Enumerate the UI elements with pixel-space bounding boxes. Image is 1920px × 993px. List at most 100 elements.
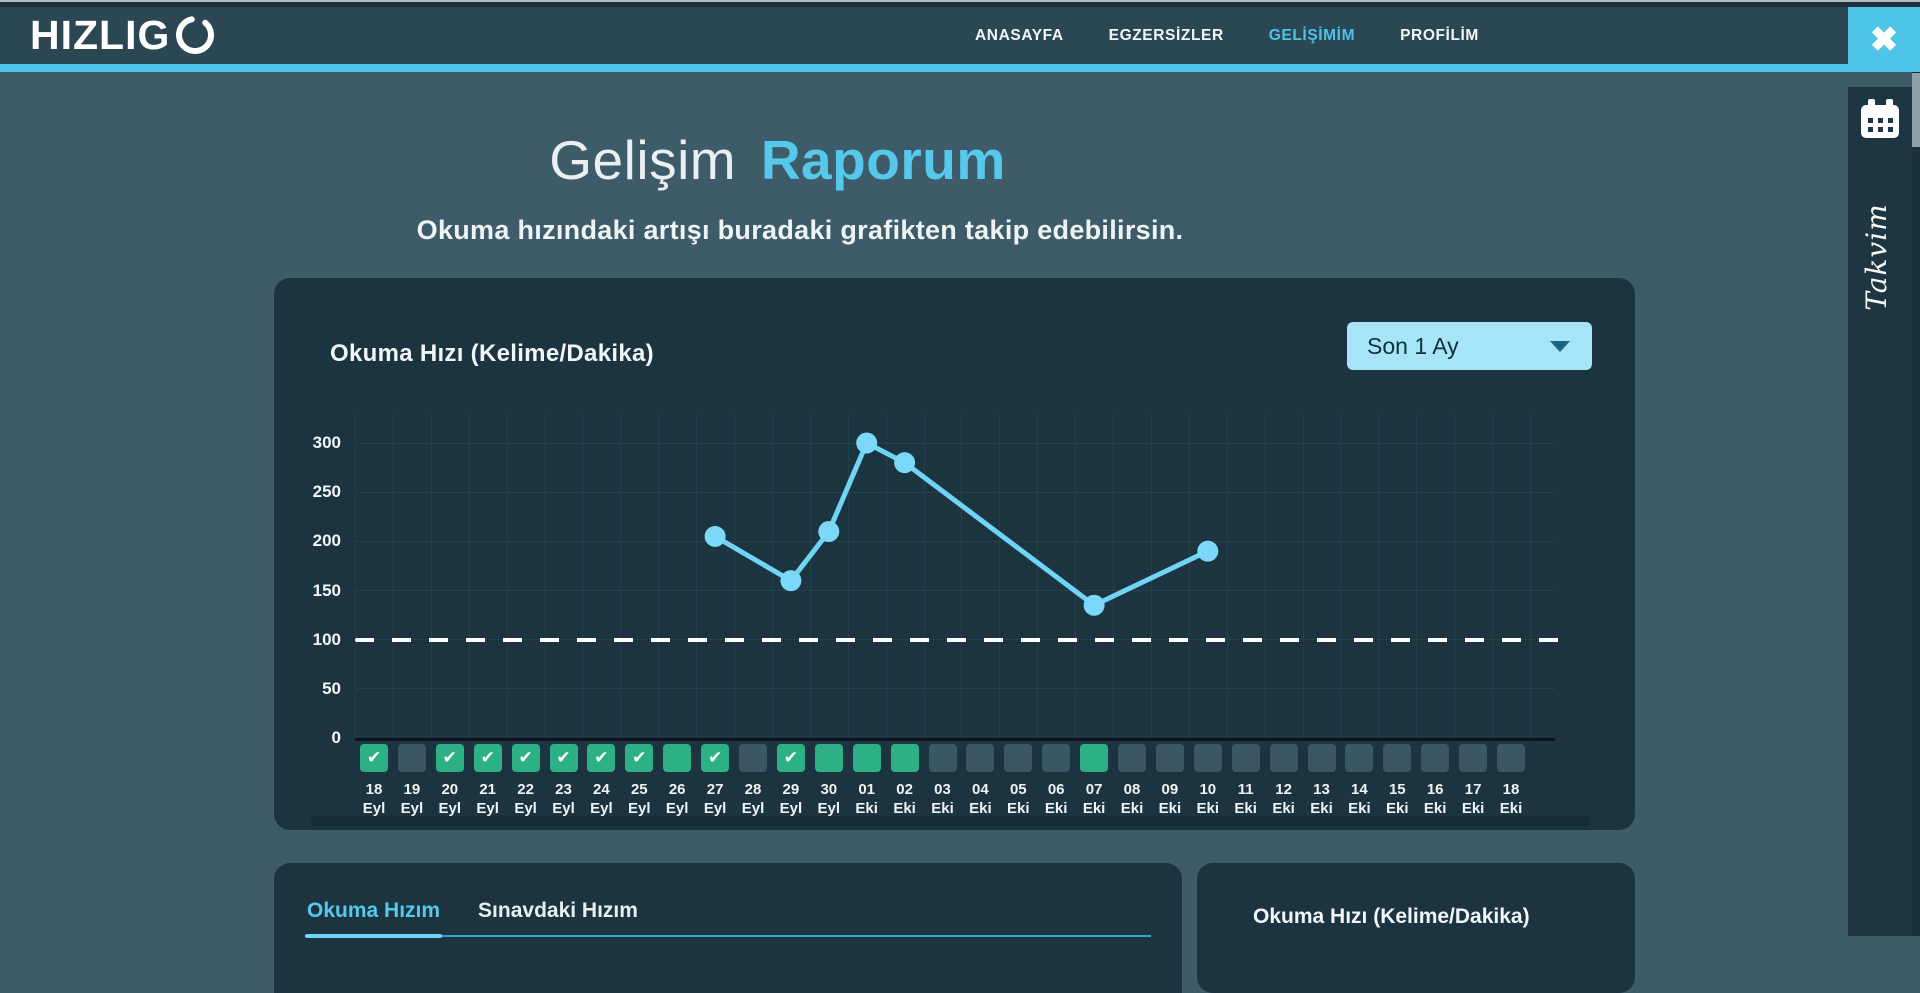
x-axis-label: 17 Eki bbox=[1461, 781, 1485, 817]
gridline-vertical bbox=[1113, 414, 1114, 738]
day-marker-17-eki bbox=[1459, 744, 1488, 772]
chart-title: Okuma Hızı (Kelime/Dakika) bbox=[330, 340, 654, 367]
nav-item-profi̇li̇m[interactable]: PROFİLİM bbox=[1400, 26, 1479, 44]
x-axis-label: 05 Eki bbox=[1007, 781, 1030, 817]
logo[interactable]: HIZLIG bbox=[30, 13, 217, 57]
chart-horizontal-scrollbar[interactable] bbox=[310, 816, 1590, 826]
page-scrollbar-thumb[interactable] bbox=[1912, 73, 1920, 147]
gridline-horizontal bbox=[355, 491, 1555, 493]
window-top-edge bbox=[0, 0, 1920, 2]
day-marker-02-eki bbox=[890, 744, 919, 772]
y-axis-tick: 250 bbox=[312, 482, 341, 502]
page-title-light: Gelişim bbox=[549, 129, 737, 191]
calendar-icon bbox=[1861, 99, 1899, 138]
day-marker-30-eyl bbox=[814, 744, 843, 772]
calendar-sidebar[interactable]: Takvim bbox=[1848, 87, 1912, 936]
day-marker-09-eki bbox=[1155, 744, 1184, 772]
x-axis-label: 02 Eki bbox=[893, 781, 916, 817]
gridline-vertical bbox=[961, 414, 963, 738]
x-axis-label: 01 Eki bbox=[855, 781, 878, 817]
day-marker-20-eyl: ✔ bbox=[435, 744, 464, 772]
x-axis-label: 04 Eki bbox=[969, 781, 992, 817]
gridline-vertical bbox=[582, 414, 584, 738]
y-axis-tick: 300 bbox=[312, 433, 341, 452]
gridline-vertical bbox=[430, 414, 432, 738]
day-marker-10-eki bbox=[1193, 744, 1222, 772]
day-marker-15-eki bbox=[1383, 744, 1412, 772]
x-axis-label: 07 Eki bbox=[1082, 781, 1106, 817]
day-marker-14-eki bbox=[1345, 744, 1374, 772]
day-marker-06-eki bbox=[1042, 744, 1071, 772]
day-marker-21-eyl: ✔ bbox=[473, 744, 502, 772]
speed-tabs-card: Okuma Hızım Sınavdaki Hızım bbox=[274, 863, 1182, 993]
gridline-vertical bbox=[1340, 414, 1342, 738]
x-axis-label: 15 Eki bbox=[1386, 781, 1409, 817]
x-axis-label: 21 Eyl bbox=[476, 781, 499, 817]
day-marker-22-eyl: ✔ bbox=[511, 744, 540, 772]
x-axis-label: 26 Eyl bbox=[665, 781, 689, 817]
gridline-vertical bbox=[506, 414, 508, 738]
tab-sinavdaki-hizim[interactable]: Sınavdaki Hızım bbox=[478, 899, 638, 922]
data-point bbox=[1083, 594, 1105, 616]
data-point bbox=[780, 570, 802, 592]
y-axis-tick: 150 bbox=[312, 580, 341, 600]
day-marker-18-eki bbox=[1497, 744, 1525, 772]
day-marker-18-eyl: ✔ bbox=[360, 744, 388, 772]
window-top-border bbox=[0, 2, 1920, 7]
day-marker-08-eki bbox=[1118, 744, 1146, 772]
calendar-sidebar-label: Takvim bbox=[1860, 203, 1893, 311]
day-marker-11-eki bbox=[1231, 744, 1260, 772]
day-marker-07-eki bbox=[1080, 744, 1109, 772]
tab-okuma-hizim[interactable]: Okuma Hızım bbox=[305, 899, 443, 938]
gridline-vertical bbox=[885, 414, 887, 738]
data-point bbox=[704, 525, 726, 547]
x-axis-label: 22 Eyl bbox=[514, 781, 537, 817]
chevron-down-icon bbox=[1550, 341, 1570, 352]
day-marker-25-eyl: ✔ bbox=[625, 744, 654, 772]
x-axis-label: 03 Eki bbox=[931, 781, 954, 817]
day-marker-26-eyl bbox=[663, 744, 692, 772]
range-select[interactable]: Son 1 Ay bbox=[1347, 322, 1592, 370]
gridline-horizontal bbox=[355, 688, 1555, 690]
y-axis-tick: 100 bbox=[312, 629, 341, 649]
x-axis-label: 13 Eki bbox=[1310, 781, 1333, 817]
day-marker-01-eki bbox=[852, 744, 881, 772]
y-axis-tick: 0 bbox=[331, 728, 341, 747]
gridline-vertical bbox=[999, 414, 1001, 738]
gridline-vertical bbox=[1302, 414, 1304, 738]
gridline-vertical bbox=[1037, 414, 1039, 738]
nav-item-geli̇şi̇mi̇m[interactable]: GELİŞİMİM bbox=[1268, 26, 1356, 44]
gridline-vertical bbox=[809, 414, 811, 738]
line-series bbox=[704, 432, 1219, 616]
day-marker-05-eki bbox=[1004, 744, 1033, 772]
x-axis-label: 30 Eyl bbox=[817, 781, 841, 817]
gridline-vertical bbox=[468, 414, 470, 738]
gridline-vertical bbox=[355, 414, 356, 738]
gridline-vertical bbox=[771, 414, 773, 738]
gridline-horizontal bbox=[355, 540, 1555, 542]
day-marker-28-eyl bbox=[739, 744, 767, 772]
nav-item-anasayfa[interactable]: ANASAYFA bbox=[975, 26, 1064, 44]
x-axis-label: 23 Eyl bbox=[552, 781, 575, 817]
day-marker-27-eyl: ✔ bbox=[701, 744, 730, 772]
day-marker-03-eki bbox=[928, 744, 957, 772]
day-marker-29-eyl: ✔ bbox=[776, 744, 805, 772]
navbar: HIZLIG ANASAYFA EGZERSİZLER GELİŞİMİM PROFİ… bbox=[0, 7, 1920, 64]
gridline-horizontal bbox=[355, 590, 1555, 591]
day-marker-24-eyl: ✔ bbox=[587, 744, 616, 772]
gridline-vertical bbox=[392, 414, 394, 738]
x-axis-label: 19 Eyl bbox=[400, 781, 424, 817]
chart-plot-area: 0 50 100 150 200 250 300 ✔ 18 Eyl 19 Eyl ✔ 20 Eyl ✔ 21 Ey… bbox=[313, 400, 1560, 830]
day-marker-16-eki bbox=[1421, 744, 1450, 772]
x-axis-label: 12 Eki bbox=[1272, 781, 1295, 817]
close-button[interactable]: ✖ bbox=[1848, 7, 1920, 72]
nav-item-egzersi̇zler[interactable]: EGZERSİZLER bbox=[1108, 26, 1224, 44]
day-marker-13-eki bbox=[1307, 744, 1336, 772]
x-axis-label: 06 Eki bbox=[1044, 781, 1068, 817]
x-axis-label: 20 Eyl bbox=[438, 781, 462, 817]
x-axis-label: 18 Eyl bbox=[362, 781, 386, 817]
day-marker-23-eyl: ✔ bbox=[549, 744, 578, 772]
nav-accent-bar bbox=[0, 64, 1920, 72]
x-axis-label: 24 Eyl bbox=[590, 781, 613, 817]
gridline-horizontal bbox=[355, 442, 1555, 444]
